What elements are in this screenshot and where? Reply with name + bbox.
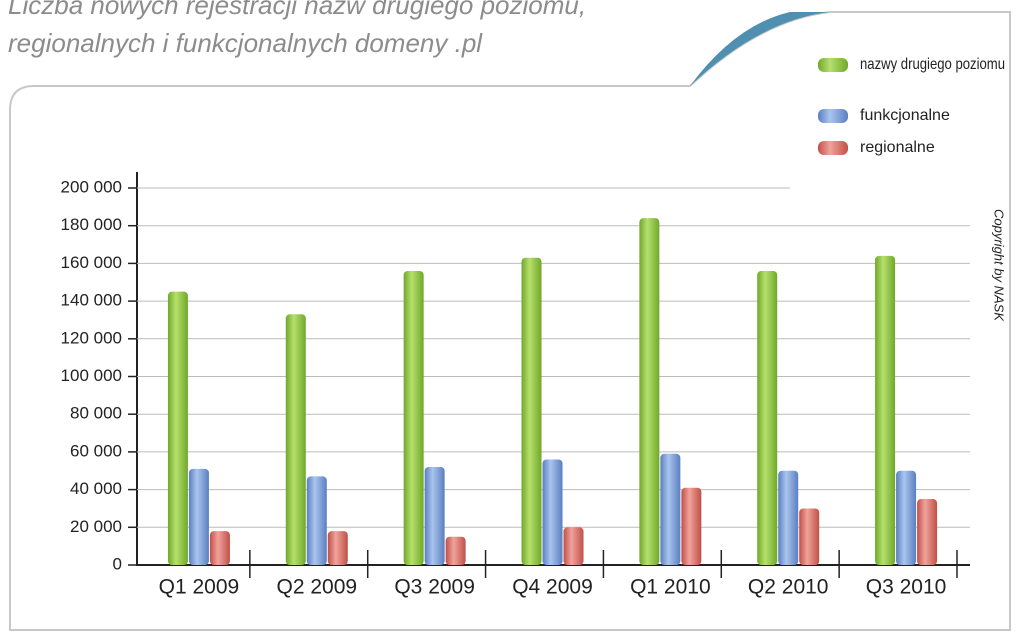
bar xyxy=(306,476,327,565)
y-tick-label: 40 000 xyxy=(70,479,122,498)
bar xyxy=(563,527,584,565)
x-tick-label: Q3 2009 xyxy=(394,576,475,599)
bar xyxy=(639,218,660,565)
bar xyxy=(521,257,542,565)
bar xyxy=(681,487,702,565)
bar xyxy=(167,291,188,565)
bar xyxy=(799,508,820,565)
bar xyxy=(327,531,348,565)
legend-label: nazwy drugiego poziomu xyxy=(860,56,1005,73)
chart-title: Liczba nowych rejestracji nazw drugiego … xyxy=(8,0,586,20)
bar xyxy=(188,468,209,565)
legend-swatch xyxy=(818,58,848,72)
y-tick-label: 60 000 xyxy=(70,441,122,460)
x-tick-label: Q4 2009 xyxy=(512,576,593,599)
y-tick-label: 100 000 xyxy=(61,366,122,385)
bar xyxy=(542,459,563,565)
y-tick-label: 0 xyxy=(113,554,122,573)
swoosh xyxy=(690,12,830,86)
y-tick-label: 160 000 xyxy=(61,253,122,272)
x-tick-label: Q1 2010 xyxy=(630,576,711,599)
x-tick-label: Q3 2010 xyxy=(866,576,947,599)
bar xyxy=(285,314,306,565)
x-tick-label: Q2 2010 xyxy=(748,576,829,599)
y-tick-label: 200 000 xyxy=(61,177,122,196)
legend-swatch xyxy=(818,109,848,123)
bar xyxy=(424,466,445,565)
y-tick-label: 120 000 xyxy=(61,328,122,347)
legend-label: regionalne xyxy=(860,139,935,156)
legend-label: funkcjonalne xyxy=(860,107,950,124)
bar xyxy=(757,270,778,565)
bar xyxy=(445,536,466,565)
x-tick-label: Q1 2009 xyxy=(159,576,240,599)
x-tick-label: Q2 2009 xyxy=(276,576,357,599)
bar xyxy=(875,255,896,566)
bar xyxy=(209,531,230,565)
y-tick-label: 140 000 xyxy=(61,291,122,310)
y-tick-label: 80 000 xyxy=(70,404,122,423)
bar xyxy=(778,470,799,565)
bar xyxy=(917,499,938,565)
bar xyxy=(403,270,424,565)
frame xyxy=(9,11,1011,631)
y-tick-label: 20 000 xyxy=(70,517,122,536)
copyright: Copyright by NASK xyxy=(992,209,1007,322)
bar xyxy=(896,470,917,565)
bar xyxy=(660,453,681,565)
legend-swatch xyxy=(818,141,848,155)
chart-title: regionalnych i funkcjonalnych domeny .pl xyxy=(8,28,483,58)
y-tick-label: 180 000 xyxy=(61,215,122,234)
